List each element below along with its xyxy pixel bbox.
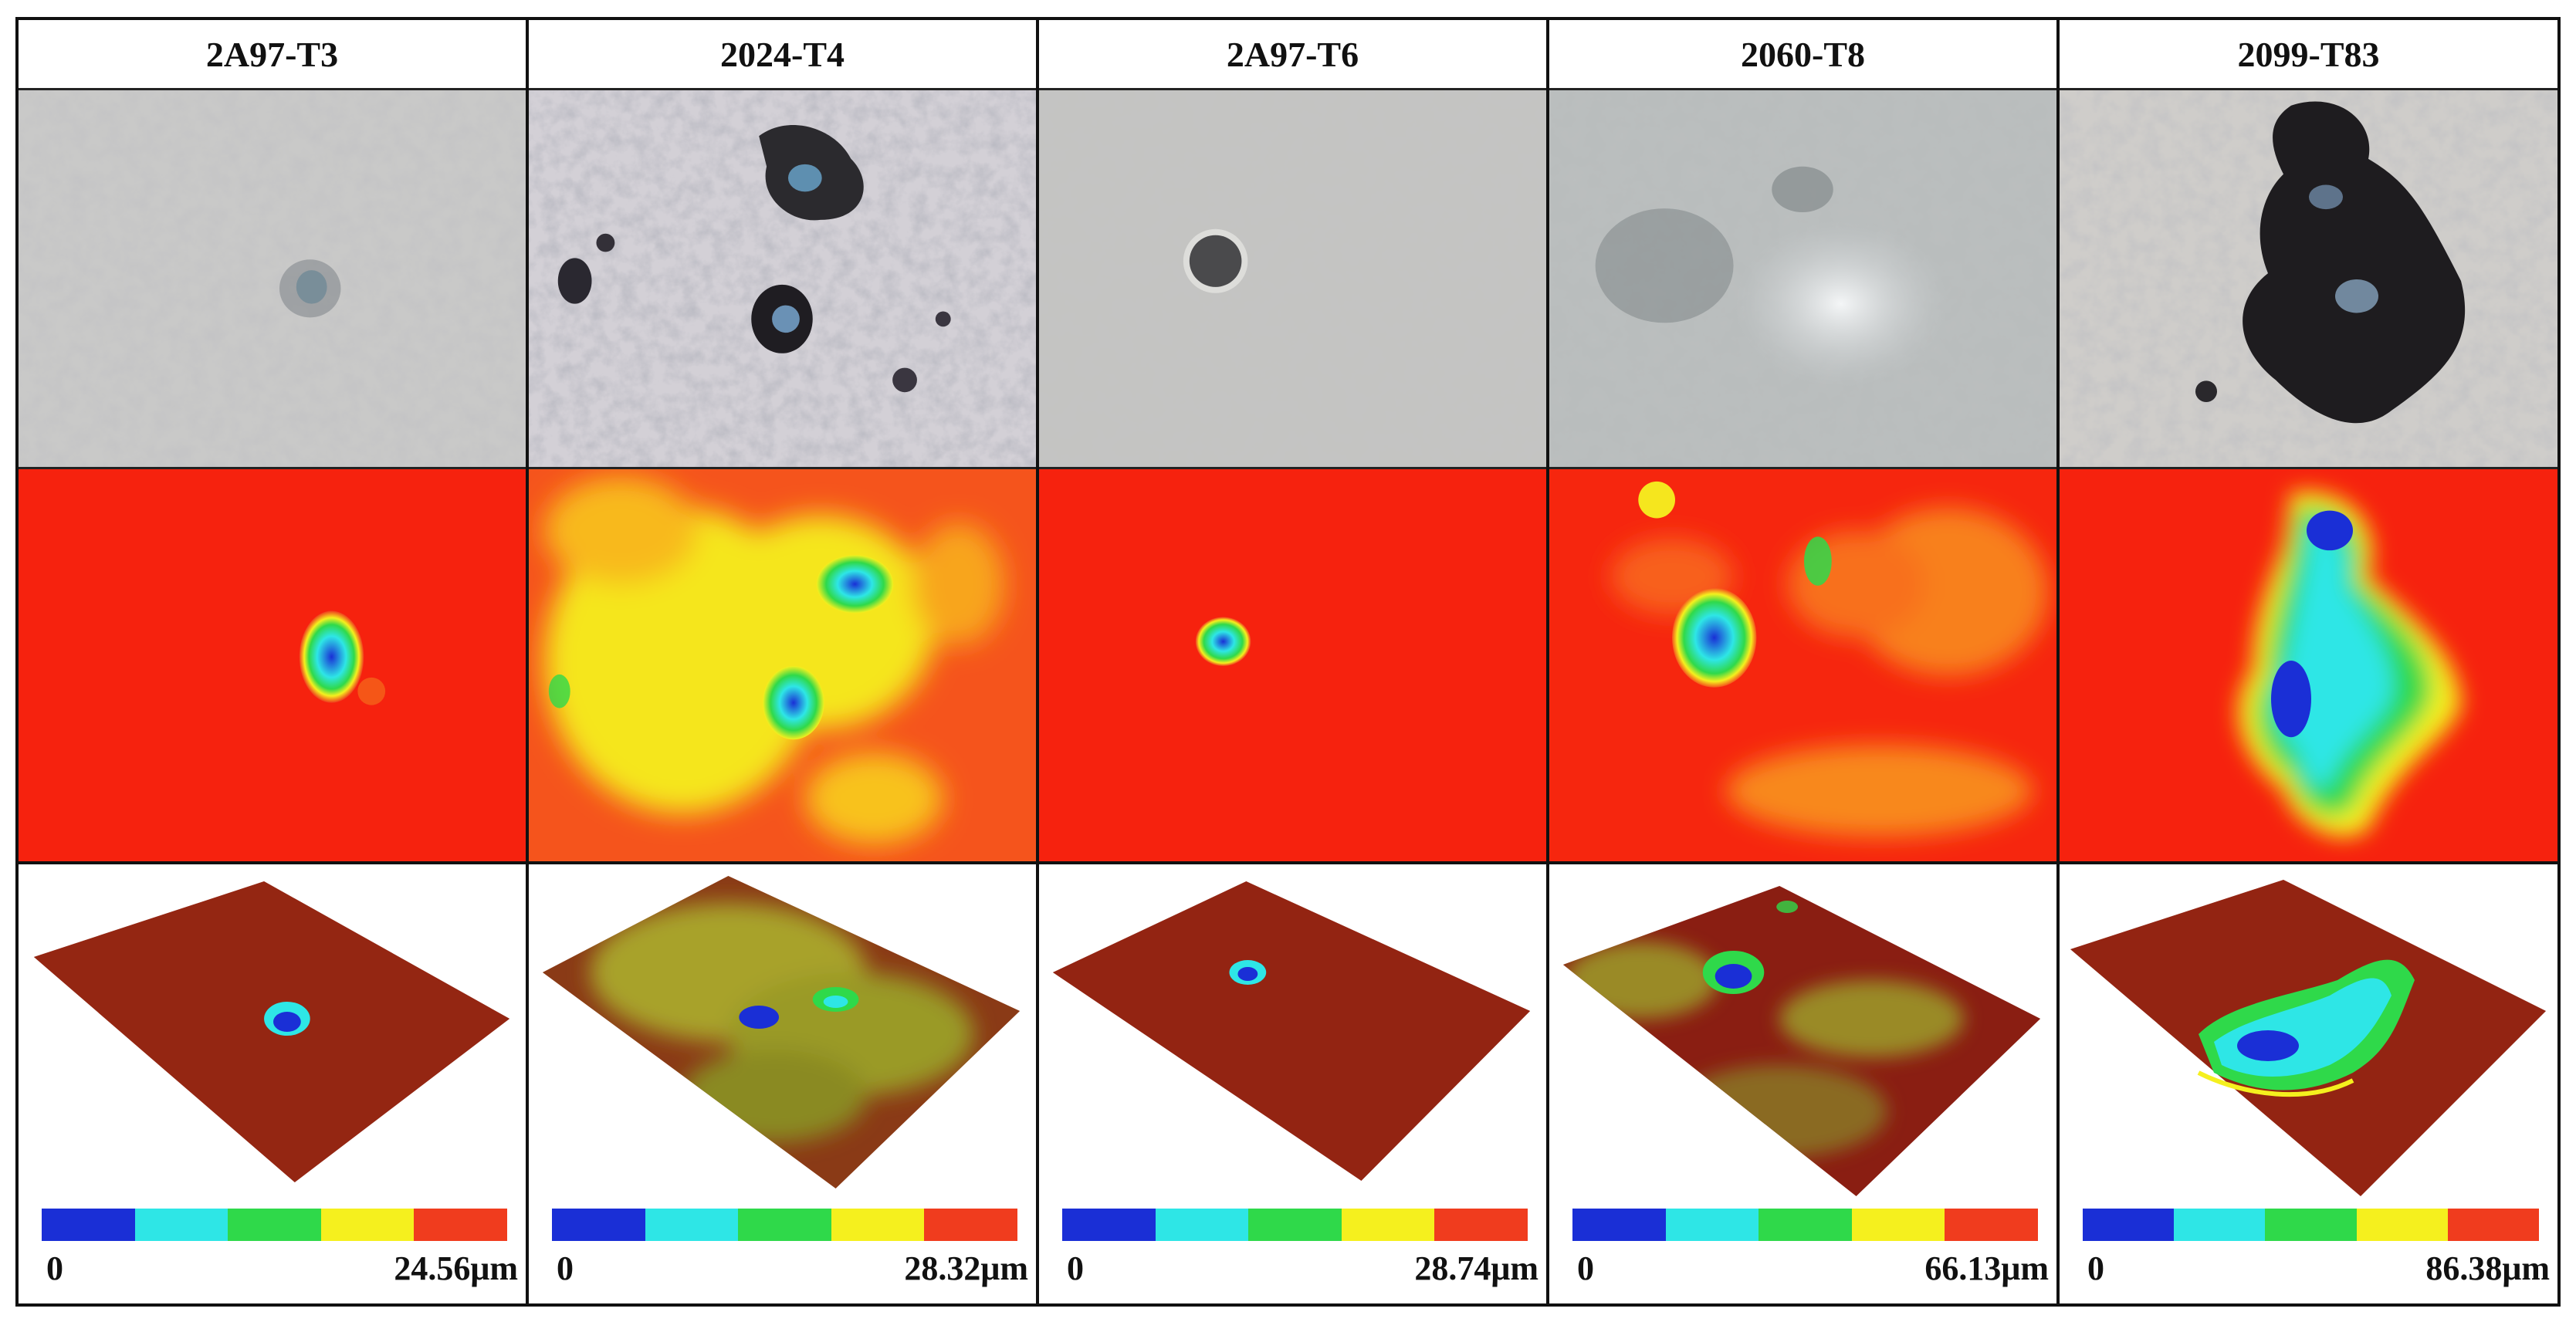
- depth-colorbar: [42, 1209, 507, 1241]
- colorbar-max-label: 28.32μm: [904, 1249, 1028, 1287]
- figure-grid: 2A97-T3: [15, 17, 2561, 1307]
- sample-column-2a97-t6: 2A97-T6: [1039, 20, 1549, 1303]
- sample-title: 2060-T8: [1741, 34, 1865, 74]
- colorbar-max-label: 86.38μm: [2425, 1249, 2550, 1287]
- 3d-surface-view: [1549, 864, 2056, 1204]
- 3d-surface-view: [2060, 864, 2557, 1204]
- colorbar-min-label: 0: [1577, 1249, 1594, 1287]
- colorbar-min-label: 0: [1067, 1249, 1084, 1287]
- 3d-surface-view: [529, 864, 1036, 1204]
- colorbar-min-label: 0: [2087, 1249, 2104, 1287]
- optical-micrograph: [1039, 88, 1546, 469]
- colorbar-max-label: 24.56μm: [394, 1249, 518, 1287]
- sample-title: 2024-T4: [720, 34, 845, 74]
- colorbar-max-label: 28.74μm: [1414, 1249, 1538, 1287]
- colorbar-min-label: 0: [46, 1249, 63, 1287]
- optical-micrograph: [1549, 88, 2056, 469]
- optical-micrograph: [19, 88, 526, 469]
- sample-title: 2A97-T6: [1226, 34, 1359, 74]
- 3d-surface-view: [19, 864, 526, 1204]
- colorbar-max-label: 66.13μm: [1924, 1249, 2049, 1287]
- sample-column-2099-t83: 2099-T83: [2060, 20, 2557, 1303]
- depth-map: [1549, 469, 2056, 864]
- sample-title: 2099-T83: [2237, 34, 2380, 74]
- depth-colorbar: [1062, 1209, 1528, 1241]
- colorbar-min-label: 0: [557, 1249, 574, 1287]
- optical-micrograph: [529, 88, 1036, 469]
- depth-map: [19, 469, 526, 864]
- sample-column-2024-t4: 2024-T4: [529, 20, 1039, 1303]
- sample-title: 2A97-T3: [205, 34, 339, 74]
- depth-colorbar: [2083, 1209, 2540, 1241]
- optical-micrograph: [2060, 88, 2557, 469]
- sample-column-2a97-t3: 2A97-T3: [19, 20, 529, 1303]
- depth-map: [2060, 469, 2557, 864]
- depth-map: [529, 469, 1036, 864]
- depth-colorbar: [552, 1209, 1017, 1241]
- depth-map: [1039, 469, 1546, 864]
- 3d-surface-view: [1039, 864, 1546, 1204]
- sample-column-2060-t8: 2060-T8: [1549, 20, 2060, 1303]
- depth-colorbar: [1572, 1209, 2038, 1241]
